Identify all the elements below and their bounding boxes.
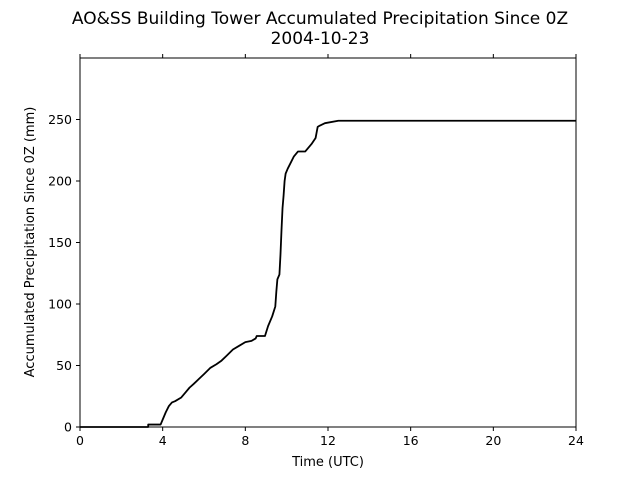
x-tick-label: 8 — [241, 433, 249, 448]
x-axis-label: Time (UTC) — [291, 455, 364, 470]
series-line — [80, 119, 576, 428]
y-tick-label: 0 — [64, 420, 72, 435]
x-tick-label: 16 — [403, 433, 419, 448]
y-tick-label: 100 — [48, 297, 72, 312]
y-tick-label: 200 — [48, 174, 72, 189]
y-tick-label: 150 — [48, 235, 72, 250]
y-tick-label: 250 — [48, 112, 72, 127]
x-tick-label: 4 — [159, 433, 167, 448]
x-tick-label: 0 — [76, 433, 84, 448]
x-tick-label: 12 — [320, 433, 336, 448]
x-tick-label: 20 — [485, 433, 501, 448]
chart-subtitle: 2004-10-23 — [271, 29, 370, 49]
y-tick-label: 50 — [56, 358, 72, 373]
plot-series — [80, 119, 576, 428]
axis-ticks: 0 4 8 12 16 20 24 0 50 100 150 200 250 — [48, 54, 584, 448]
chart-title: AO&SS Building Tower Accumulated Precipi… — [72, 9, 568, 29]
plot-frame — [79, 57, 577, 428]
x-tick-label: 24 — [568, 433, 584, 448]
y-axis-label: Accumulated Precipitation Since 0Z (mm) — [23, 107, 38, 378]
